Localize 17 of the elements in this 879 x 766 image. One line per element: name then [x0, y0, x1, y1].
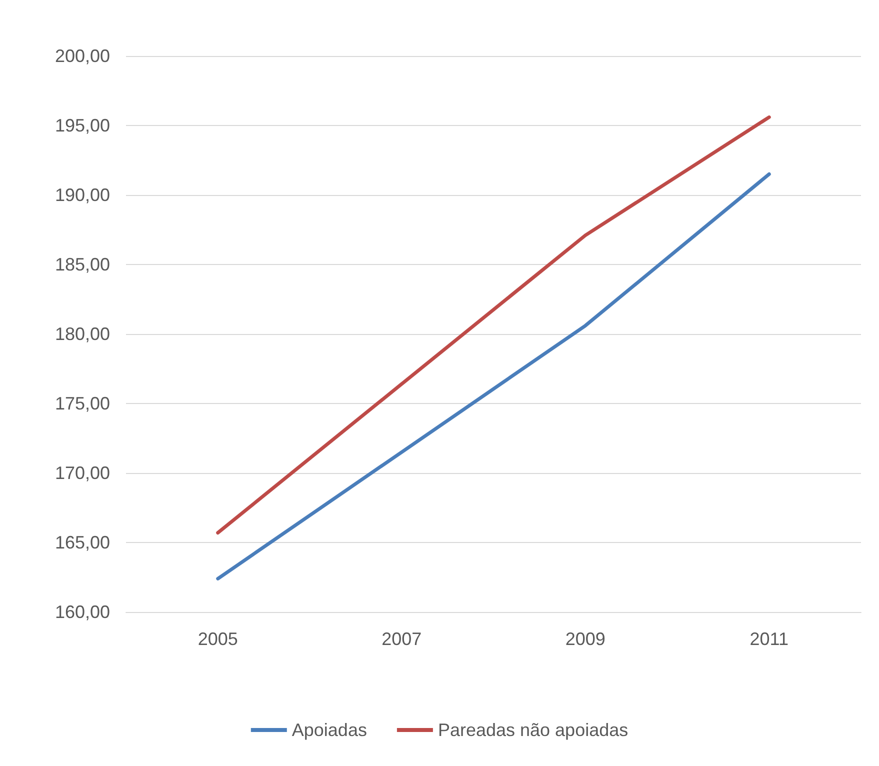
y-tick-label: 160,00 [54, 602, 110, 622]
x-tick-label: 2009 [565, 629, 606, 649]
x-tick-label: 2011 [750, 629, 788, 649]
line-series [216, 115, 771, 535]
y-tick-label: 170,00 [54, 463, 110, 483]
y-tick-label: 175,00 [54, 394, 110, 414]
legend-label: Apoiadas [292, 720, 367, 740]
x-tick-label: 2005 [198, 629, 238, 649]
y-tick-label: 195,00 [54, 116, 110, 136]
line-series [216, 172, 771, 580]
legend-label: Pareadas não apoiadas [438, 720, 628, 740]
y-tick-label: 165,00 [54, 532, 110, 552]
y-tick-label: 190,00 [54, 185, 110, 205]
y-tick-label: 185,00 [54, 254, 110, 274]
x-tick-label: 2007 [382, 629, 422, 649]
y-tick-label: 200,00 [54, 46, 110, 66]
y-tick-label: 180,00 [54, 324, 110, 344]
